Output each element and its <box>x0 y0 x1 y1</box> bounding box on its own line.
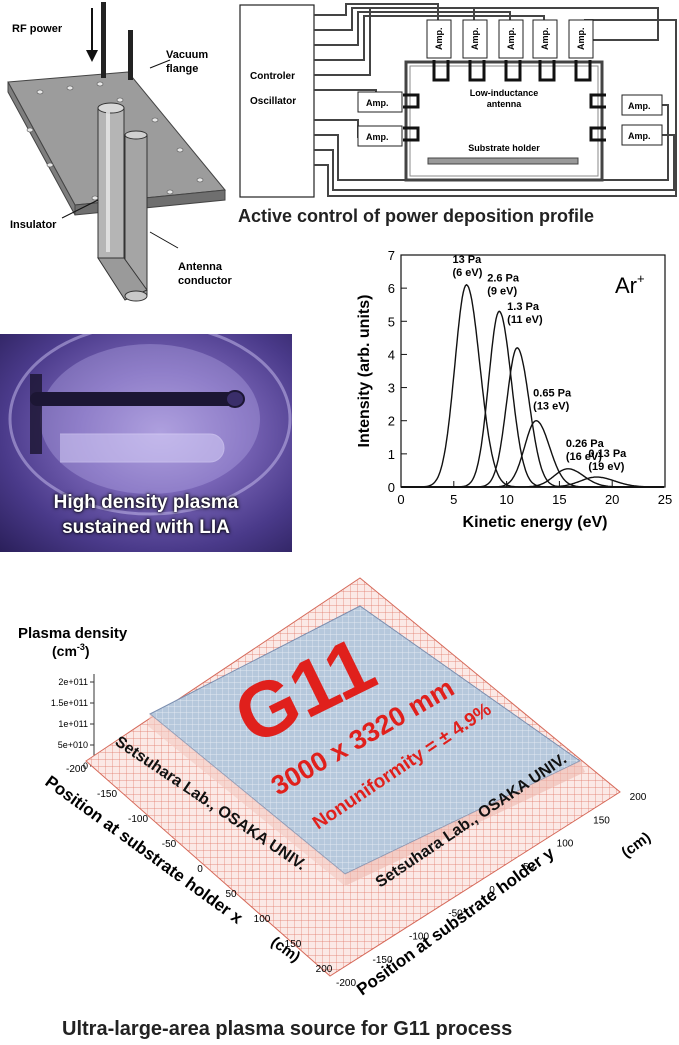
chart-series-label: 2.6 Pa <box>487 272 520 284</box>
x-tick-label: -50 <box>162 839 177 850</box>
chart-x-tick-label: 15 <box>552 492 566 507</box>
z-axis-label: Plasma density <box>18 625 128 642</box>
chart-series-label: 1.3 Pa <box>507 301 540 313</box>
x-tick-label: -100 <box>128 814 148 825</box>
plasma-photo: High density plasma sustained with LIA <box>0 334 292 552</box>
controller-box <box>239 4 315 198</box>
chart-y-tick-label: 6 <box>388 281 395 296</box>
chart-series-sublabel: (6 eV) <box>452 267 482 279</box>
antenna-conductor-label-2: conductor <box>178 275 232 287</box>
vacuum-flange-label-1: Vacuum <box>166 49 208 61</box>
chart-y-tick-label: 2 <box>388 414 395 429</box>
x-tick-label: 150 <box>285 939 302 950</box>
y-tick-label: 50 <box>523 862 535 873</box>
chart-series-label: 0.26 Pa <box>566 438 605 450</box>
chart-y-tick-label: 4 <box>388 347 395 362</box>
energy-distribution-chart: 0 1 2 3 4 5 6 7 0 5 10 15 20 25 13 Pa(6 eV) 2.6 Pa(9 … <box>356 248 672 531</box>
y-tick-label: -100 <box>409 932 429 943</box>
chart-x-tick-label: 20 <box>605 492 619 507</box>
z-tick-label: 5e+010 <box>58 740 88 750</box>
plasma-density-3d-plot: Plasma density (cm-3) 2e+011 1.5e+011 1e+0… <box>18 577 654 999</box>
y-tick-label: -200 <box>336 978 356 989</box>
antenna-label-1: Low-inductance <box>470 88 539 98</box>
y-tick-label: 100 <box>557 839 574 850</box>
y-tick-label: -50 <box>448 908 463 919</box>
chart-y-axis-label: Intensity (arb. units) <box>356 295 373 448</box>
y-tick-label: 200 <box>630 792 647 803</box>
chart-annotation-ar: Ar+ <box>615 271 645 298</box>
rf-power-arrow-icon <box>86 50 98 62</box>
chart-x-tick-label: 10 <box>499 492 513 507</box>
vacuum-flange-label-2: flange <box>166 63 198 75</box>
amp-label-left-2: Amp. <box>366 132 389 142</box>
chart-series-sublabel: (19 eV) <box>588 461 624 473</box>
x-tick-label: -200 <box>66 764 86 775</box>
x-tick-label: 200 <box>316 964 333 975</box>
z-tick-label: 0 <box>83 761 88 771</box>
antenna-diagram: RF power Vacuum flange Insulator Antenna… <box>7 2 232 302</box>
y-axis-unit: (cm) <box>618 829 654 861</box>
chart-series-line <box>401 476 664 488</box>
antenna-label-2: antenna <box>487 99 523 109</box>
control-diagram-caption: Active control of power deposition profi… <box>238 206 595 226</box>
chart-series-sublabel: (16 eV) <box>566 451 602 463</box>
z-tick-label: 1e+011 <box>58 719 88 729</box>
x-tick-label: -150 <box>97 789 117 800</box>
chart-series-label: 13 Pa <box>452 254 482 266</box>
z-tick-label: 2e+011 <box>58 677 88 687</box>
amp-label-top-2: Amp. <box>470 28 480 51</box>
amp-label-top-4: Amp. <box>540 28 550 51</box>
z-axis-unit: (cm-3) <box>52 642 90 659</box>
plot3d-caption: Ultra-large-area plasma source for G11 p… <box>62 1018 513 1040</box>
x-tick-label: 50 <box>225 889 237 900</box>
photo-caption-line1: High density plasma <box>53 492 239 513</box>
oscillator-label: Oscillator <box>250 96 296 107</box>
y-tick-label: 150 <box>593 815 610 826</box>
substrate-holder <box>427 157 579 165</box>
chart-x-tick-label: 5 <box>450 492 457 507</box>
amp-label-right-1: Amp. <box>628 101 651 111</box>
antenna-conductor-label-1: Antenna <box>178 261 223 273</box>
chart-x-tick-label: 25 <box>658 492 672 507</box>
photo-caption-line2: sustained with LIA <box>62 517 230 538</box>
insulator-label: Insulator <box>10 219 57 231</box>
y-tick-label: -150 <box>372 955 392 966</box>
chart-series-sublabel: (13 eV) <box>533 401 569 413</box>
amp-label-top-5: Amp. <box>576 28 586 51</box>
chart-x-axis-label: Kinetic energy (eV) <box>463 514 608 531</box>
rf-power-label: RF power <box>12 23 63 35</box>
chart-series-sublabel: (9 eV) <box>487 285 517 297</box>
y-tick-label: 0 <box>489 885 495 896</box>
chart-x-tick-label: 0 <box>397 492 404 507</box>
insulator-tube <box>97 107 125 259</box>
chart-y-tick-label: 1 <box>388 447 395 462</box>
amp-label-right-2: Amp. <box>628 131 651 141</box>
chart-y-tick-label: 7 <box>388 248 395 263</box>
chart-series-label: 0.13 Pa <box>588 448 627 460</box>
chart-y-tick-label: 3 <box>388 381 395 396</box>
amp-label-left-1: Amp. <box>366 98 389 108</box>
amp-label-top-3: Amp. <box>506 28 516 51</box>
chart-y-tick-label: 5 <box>388 314 395 329</box>
controller-label: Controler <box>250 71 295 82</box>
amp-label-top-1: Amp. <box>434 28 444 51</box>
z-tick-label: 1.5e+011 <box>51 698 88 708</box>
chart-y-tick-label: 0 <box>388 480 395 495</box>
control-diagram: Controler Oscillator Low-inductance ante… <box>239 3 677 198</box>
chart-series-label: 0.65 Pa <box>533 388 572 400</box>
x-tick-label: 0 <box>197 864 203 875</box>
chart-series-sublabel: (11 eV) <box>507 314 543 326</box>
substrate-holder-label: Substrate holder <box>468 143 540 153</box>
x-tick-label: 100 <box>254 914 271 925</box>
